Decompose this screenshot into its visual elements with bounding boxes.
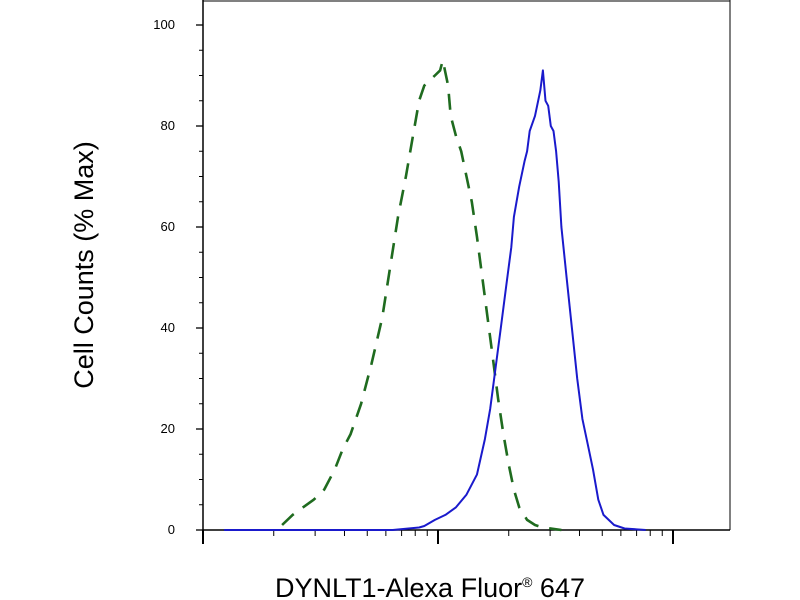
x-axis-title: DYNLT1-Alexa Fluor® 647 [275,573,585,600]
x-axis-title-registered-mark: ® [522,574,533,590]
control-series-line [281,59,562,532]
y-tick-label: 40 [161,320,175,335]
y-axis-title: Cell Counts (% Max) [69,141,99,389]
series-layer [224,59,646,532]
y-tick-label: 100 [153,17,175,32]
y-tick-label: 20 [161,421,175,436]
axes [196,0,731,544]
y-tick-label: 80 [161,118,175,133]
y-tick-label: 60 [161,219,175,234]
x-axis-title-main: DYNLT1-Alexa Fluor [275,573,522,600]
y-tick-labels: 0 20 40 60 80 100 [153,17,175,537]
stained-series-line [224,69,646,531]
x-axis-title-suffix: 647 [532,573,585,600]
y-tick-label: 0 [168,522,175,537]
